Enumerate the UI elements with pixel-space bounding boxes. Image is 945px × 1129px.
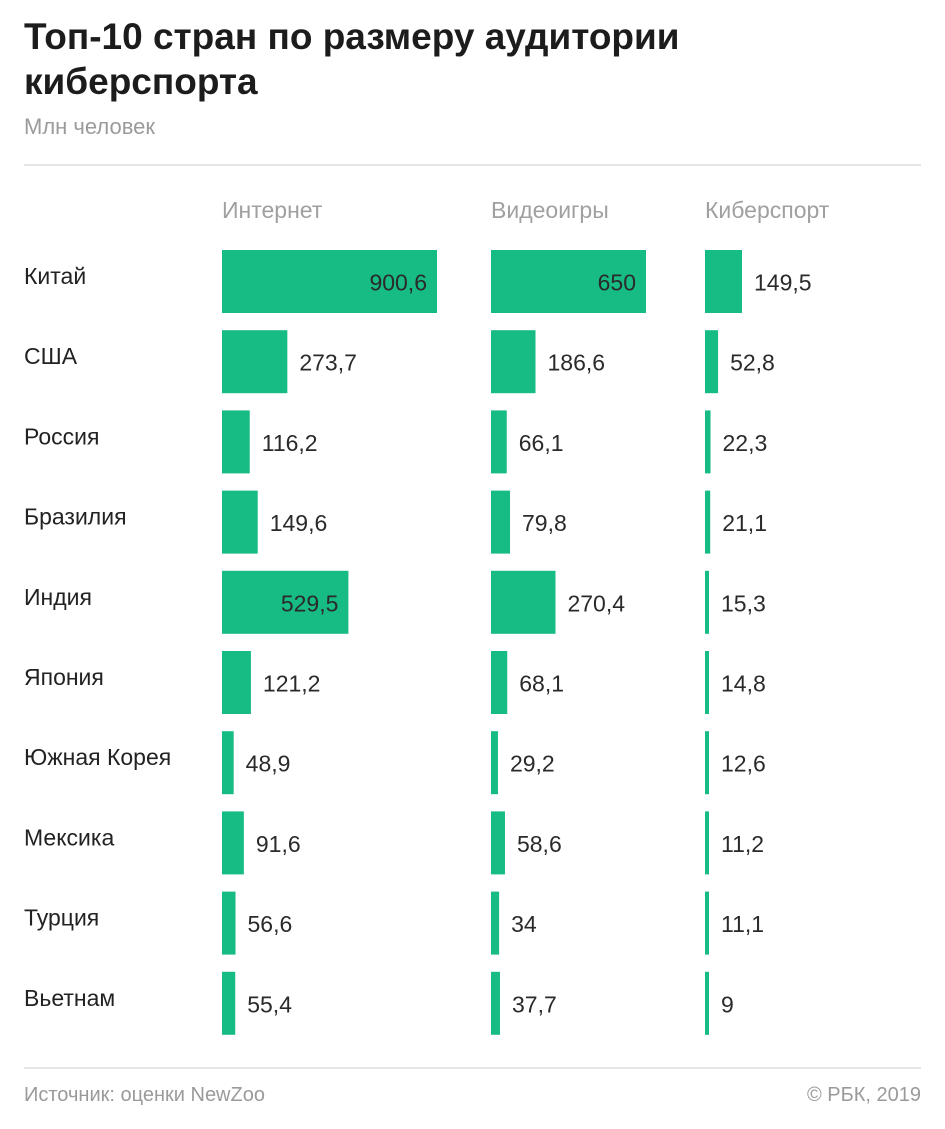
- value-label-0-5: 121,2: [263, 671, 321, 697]
- bar-1-8: [491, 891, 500, 955]
- country-label: Китай: [24, 263, 86, 289]
- bar-1-5: [491, 651, 508, 714]
- bar-0-2: [222, 410, 250, 474]
- bar-1-7: [491, 811, 505, 875]
- value-label-1-8: 34: [511, 911, 537, 937]
- bar-0-3: [222, 490, 258, 554]
- bar-1-6: [491, 731, 498, 795]
- bar-2-0: [705, 250, 742, 313]
- country-label: Бразилия: [24, 504, 127, 530]
- bar-2-9: [705, 971, 709, 1035]
- value-label-0-3: 149,6: [270, 510, 328, 536]
- value-label-0-7: 91,6: [256, 831, 301, 857]
- column-header-2: Киберспорт: [705, 197, 830, 223]
- chart-title: Топ-10 стран по размеру аудитории киберс…: [24, 16, 680, 102]
- bar-0-6: [222, 731, 234, 795]
- value-label-1-6: 29,2: [510, 751, 555, 777]
- value-label-1-5: 68,1: [519, 671, 564, 697]
- source-note: Источник: оценки NewZoo: [24, 1084, 265, 1106]
- bar-0-7: [222, 811, 244, 875]
- bar-1-2: [491, 410, 507, 474]
- bar-1-4: [491, 570, 556, 634]
- value-label-1-1: 186,6: [547, 350, 605, 376]
- value-label-1-4: 270,4: [567, 590, 625, 616]
- bar-0-5: [222, 651, 251, 714]
- bar-0-4: [222, 570, 349, 634]
- country-label: Мексика: [24, 824, 114, 850]
- bar-1-9: [491, 971, 500, 1035]
- bar-chart: Интернет Видеоигры Киберспорт Китай 900,6 650…: [24, 197, 830, 1035]
- country-label: Южная Корея: [24, 744, 171, 770]
- value-label-2-8: 11,1: [721, 911, 764, 937]
- value-label-2-5: 14,8: [721, 671, 766, 697]
- bottom-divider: [24, 1067, 921, 1069]
- bar-1-3: [491, 490, 511, 554]
- value-label-0-1: 273,7: [299, 350, 357, 376]
- bar-0-8: [222, 891, 236, 955]
- bar-2-2: [705, 410, 711, 474]
- value-label-1-9: 37,7: [512, 991, 557, 1017]
- value-label-0-0: 900,6: [369, 270, 427, 296]
- value-label-2-0: 149,5: [754, 270, 812, 296]
- value-label-2-2: 22,3: [723, 430, 768, 456]
- country-label: США: [24, 343, 78, 369]
- country-label: Вьетнам: [24, 985, 115, 1011]
- bar-1-0: [491, 250, 646, 313]
- value-label-0-4: 529,5: [281, 590, 339, 616]
- bar-2-5: [705, 651, 709, 714]
- country-label: Индия: [24, 584, 92, 610]
- value-label-0-6: 48,9: [246, 751, 291, 777]
- country-label: Турция: [24, 905, 99, 931]
- value-label-2-9: 9: [721, 991, 734, 1017]
- bar-2-8: [705, 891, 709, 955]
- value-label-1-2: 66,1: [519, 430, 564, 456]
- bar-0-1: [222, 330, 288, 394]
- copyright: © РБК, 2019: [806, 1084, 921, 1106]
- bar-0-9: [222, 971, 236, 1035]
- bar-2-6: [705, 731, 709, 795]
- bar-0-0: [222, 250, 437, 313]
- value-label-2-7: 11,2: [721, 831, 764, 857]
- top-divider: [24, 164, 921, 166]
- chart-subtitle: Млн человек: [24, 114, 156, 139]
- value-label-0-8: 56,6: [248, 911, 293, 937]
- column-header-0: Интернет: [222, 197, 323, 223]
- value-label-2-1: 52,8: [730, 350, 775, 376]
- bar-2-3: [705, 490, 711, 554]
- country-label: Россия: [24, 423, 99, 449]
- value-label-2-6: 12,6: [721, 751, 766, 777]
- value-label-1-3: 79,8: [522, 510, 567, 536]
- value-label-0-9: 55,4: [247, 991, 292, 1017]
- bar-2-4: [705, 570, 709, 634]
- value-label-1-7: 58,6: [517, 831, 562, 857]
- value-label-1-0: 650: [598, 270, 636, 296]
- value-label-0-2: 116,2: [262, 430, 318, 456]
- column-header-1: Видеоигры: [491, 197, 609, 223]
- bar-2-7: [705, 811, 709, 875]
- country-label: Япония: [24, 664, 104, 690]
- bar-2-1: [705, 330, 719, 394]
- value-label-2-3: 21,1: [722, 510, 767, 536]
- value-label-2-4: 15,3: [721, 590, 766, 616]
- bar-1-1: [491, 330, 536, 394]
